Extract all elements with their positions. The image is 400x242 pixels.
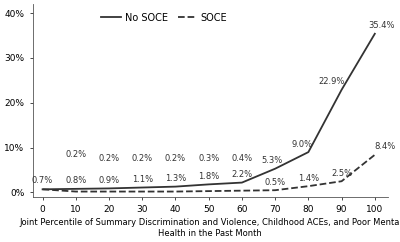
X-axis label: Joint Percentile of Summary Discrimination and Violence, Childhood ACEs, and Poo: Joint Percentile of Summary Discriminati… bbox=[19, 219, 400, 238]
Text: 0.5%: 0.5% bbox=[264, 178, 286, 187]
Text: 0.3%: 0.3% bbox=[198, 154, 219, 163]
Text: 1.1%: 1.1% bbox=[132, 175, 153, 184]
Text: 0.2%: 0.2% bbox=[98, 154, 120, 163]
Text: 35.4%: 35.4% bbox=[368, 21, 395, 30]
Text: 0.7%: 0.7% bbox=[32, 176, 53, 185]
Text: 9.0%: 9.0% bbox=[291, 140, 312, 149]
Text: 1.4%: 1.4% bbox=[298, 174, 319, 182]
Text: 22.9%: 22.9% bbox=[318, 77, 345, 86]
Text: 8.4%: 8.4% bbox=[374, 142, 396, 151]
Legend: No SOCE, SOCE: No SOCE, SOCE bbox=[102, 13, 228, 23]
Text: 2.5%: 2.5% bbox=[331, 169, 352, 178]
Text: 0.8%: 0.8% bbox=[65, 176, 86, 185]
Text: 1.8%: 1.8% bbox=[198, 172, 219, 181]
Text: 0.2%: 0.2% bbox=[165, 154, 186, 163]
Text: 5.3%: 5.3% bbox=[261, 156, 282, 165]
Text: 0.4%: 0.4% bbox=[231, 154, 252, 163]
Text: 2.2%: 2.2% bbox=[231, 170, 252, 179]
Text: 1.3%: 1.3% bbox=[165, 174, 186, 183]
Text: 0.2%: 0.2% bbox=[65, 150, 86, 159]
Text: 0.2%: 0.2% bbox=[132, 154, 153, 163]
Text: 0.9%: 0.9% bbox=[98, 176, 120, 185]
